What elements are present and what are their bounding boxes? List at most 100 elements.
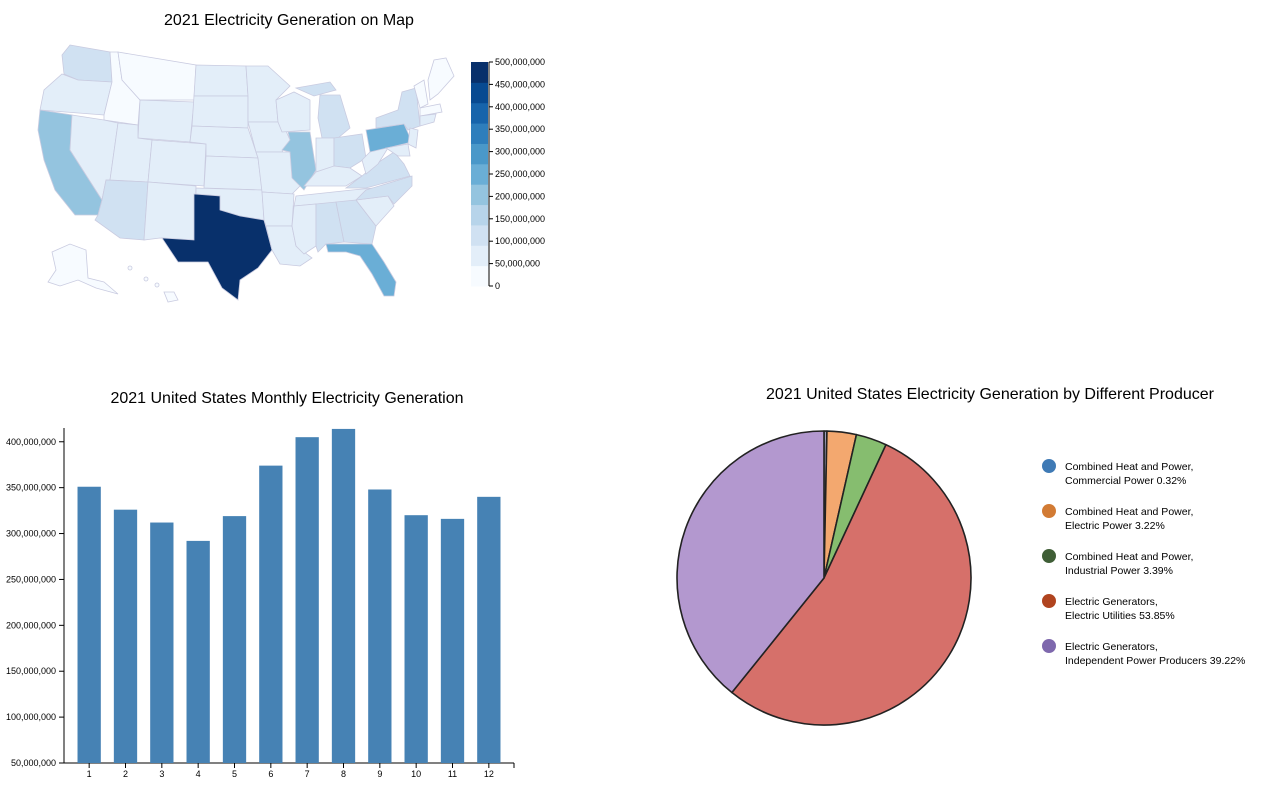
legend-marker <box>1042 504 1056 518</box>
state-hawaii-island <box>143 276 149 282</box>
state-kansas[interactable] <box>203 155 263 191</box>
bar-chart-bars <box>77 428 501 763</box>
legend-label-line2: Commercial Power 0.32% <box>1065 475 1186 487</box>
bar-month-2[interactable] <box>113 509 138 763</box>
legend-tick-label: 0 <box>495 281 500 291</box>
y-tick-label: 250,000,000 <box>6 574 56 584</box>
state-wyoming[interactable] <box>137 99 195 143</box>
legend-tick-label: 50,000,000 <box>495 259 540 269</box>
legend-marker <box>1042 549 1056 563</box>
legend-color-swatch <box>471 143 488 165</box>
legend-color-swatch <box>471 204 488 226</box>
state-montana[interactable] <box>117 51 197 101</box>
state-ohio[interactable] <box>333 133 367 169</box>
bar-chart-axes: 50,000,000 100,000,000 150,000,000 200,000,… <box>6 428 515 779</box>
state-maryland[interactable] <box>384 143 411 157</box>
state-georgia[interactable] <box>335 199 377 245</box>
legend-label-line1: Electric Generators, <box>1065 641 1158 653</box>
state-colorado[interactable] <box>147 139 207 187</box>
legend-label-line2: Industrial Power 3.39% <box>1065 565 1173 577</box>
bar-month-10[interactable] <box>404 515 428 763</box>
bar-month-11[interactable] <box>440 518 465 763</box>
state-michigan[interactable] <box>317 94 351 139</box>
legend-label-line2: Electric Utilities 53.85% <box>1065 610 1175 622</box>
legend-label-line2: Electric Power 3.22% <box>1065 520 1165 532</box>
state-alaska[interactable] <box>47 243 119 295</box>
state-north-dakota[interactable] <box>193 64 249 97</box>
state-illinois[interactable] <box>281 131 317 191</box>
state-north-carolina[interactable] <box>354 175 413 205</box>
pie-slice-3[interactable] <box>731 443 972 726</box>
x-tick-label: 10 <box>411 769 421 779</box>
legend-label-line1: Combined Heat and Power, <box>1065 506 1193 518</box>
state-connecticut-ri[interactable] <box>419 113 437 127</box>
legend-tick-label: 100,000,000 <box>495 236 545 246</box>
legend-color-swatch <box>471 123 488 144</box>
legend-label-line2: Independent Power Producers 39.22% <box>1065 655 1245 667</box>
y-tick-label: 300,000,000 <box>6 529 56 539</box>
bar-month-4[interactable] <box>186 540 210 763</box>
legend-tick-label: 150,000,000 <box>495 214 545 224</box>
pie-legend: Combined Heat and Power, Commercial Power… <box>1042 459 1245 667</box>
x-tick-label: 4 <box>196 769 201 779</box>
x-tick-label: 12 <box>484 769 494 779</box>
state-hawaii[interactable] <box>163 291 179 303</box>
x-tick-label: 7 <box>305 769 310 779</box>
x-tick-label: 11 <box>448 769 457 779</box>
legend-label-line1: Electric Generators, <box>1065 596 1158 608</box>
state-hawaii-island <box>127 265 133 271</box>
pie-slice-4[interactable] <box>676 430 825 694</box>
state-vermont-new-hampshire[interactable] <box>413 79 429 109</box>
bar-month-6[interactable] <box>259 465 283 763</box>
bar-chart: 2021 United States Monthly Electricity G… <box>6 390 515 779</box>
state-south-dakota[interactable] <box>191 95 249 129</box>
legend-label-line1: Combined Heat and Power, <box>1065 461 1193 473</box>
x-tick-label: 6 <box>268 769 273 779</box>
y-tick-label: 400,000,000 <box>6 437 56 447</box>
legend-tick-label: 350,000,000 <box>495 124 545 134</box>
legend-marker <box>1042 459 1056 473</box>
state-wisconsin[interactable] <box>275 91 311 133</box>
x-tick-label: 8 <box>341 769 346 779</box>
legend-color-swatch <box>471 224 488 246</box>
y-tick-label: 150,000,000 <box>6 666 56 676</box>
state-new-mexico[interactable] <box>143 181 197 241</box>
state-kentucky[interactable] <box>303 165 363 187</box>
x-tick-label: 5 <box>232 769 237 779</box>
state-texas[interactable] <box>161 193 273 301</box>
state-new-york[interactable] <box>375 87 421 131</box>
bar-month-12[interactable] <box>477 496 501 763</box>
legend-marker <box>1042 639 1056 653</box>
bar-month-5[interactable] <box>222 516 247 763</box>
state-hawaii-island <box>154 282 160 288</box>
bar-month-9[interactable] <box>368 489 392 763</box>
state-maine[interactable] <box>427 57 455 101</box>
state-florida[interactable] <box>325 243 397 297</box>
legend-color-swatch <box>471 265 488 287</box>
x-tick-label: 3 <box>159 769 164 779</box>
legend-tick-label: 450,000,000 <box>495 79 545 89</box>
pie-chart: 2021 United States Electricity Generatio… <box>676 386 1245 726</box>
map-color-legend: 500,000,000 450,000,000 400,000,000 350,000… <box>471 57 545 291</box>
pie-chart-title: 2021 United States Electricity Generatio… <box>766 386 1215 403</box>
state-new-jersey[interactable] <box>407 127 419 149</box>
state-arkansas[interactable] <box>261 191 295 227</box>
state-michigan-upper[interactable] <box>294 81 337 97</box>
x-tick-label: 2 <box>123 769 128 779</box>
legend-tick-label: 250,000,000 <box>495 169 545 179</box>
bar-month-7[interactable] <box>295 437 319 763</box>
legend-color-swatch <box>471 245 488 267</box>
y-tick-label: 200,000,000 <box>6 620 56 630</box>
bar-chart-title: 2021 United States Monthly Electricity G… <box>110 390 463 407</box>
legend-label-line1: Combined Heat and Power, <box>1065 551 1193 563</box>
legend-marker <box>1042 594 1056 608</box>
bar-month-8[interactable] <box>331 428 356 763</box>
legend-tick-label: 400,000,000 <box>495 102 545 112</box>
y-tick-label: 100,000,000 <box>6 712 56 722</box>
state-massachusetts[interactable] <box>419 103 443 117</box>
bar-month-3[interactable] <box>150 522 174 763</box>
bar-month-1[interactable] <box>77 486 101 763</box>
y-tick-label: 350,000,000 <box>6 483 56 493</box>
legend-color-swatch <box>471 184 488 206</box>
